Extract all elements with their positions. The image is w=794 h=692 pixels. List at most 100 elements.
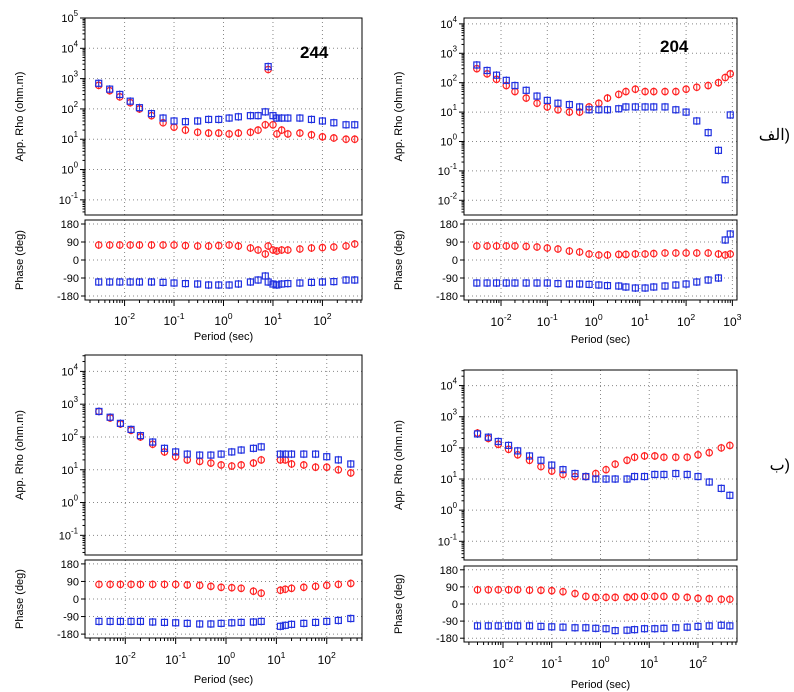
- rho-point-red: [299, 461, 308, 469]
- rho-y-tick-label: 10-1: [438, 532, 458, 548]
- phase-point-blue: [300, 619, 308, 627]
- phase-point-red: [614, 250, 623, 259]
- phase-point-red: [318, 243, 327, 252]
- rho-point-blue: [726, 491, 734, 499]
- phase-point-red: [350, 240, 359, 248]
- phase-point-red: [127, 580, 135, 589]
- phase-point-blue: [473, 622, 482, 630]
- rho-y-tick-label: 102: [440, 439, 457, 455]
- x-tick-label: 100: [591, 654, 609, 671]
- phase-point-blue: [116, 617, 125, 626]
- rho-point-blue: [525, 452, 534, 460]
- rho-point-blue: [307, 115, 316, 124]
- phase-point-blue: [714, 274, 723, 282]
- rho-y-tick-label: 101: [61, 461, 78, 477]
- rho-y-tick-label: 10-2: [438, 191, 457, 207]
- rho-point-red: [661, 87, 669, 96]
- rho-point-red: [726, 441, 734, 450]
- rho-point-blue: [300, 450, 308, 458]
- phase-point-red: [249, 587, 258, 596]
- phase-point-blue: [311, 618, 320, 627]
- phase-point-blue: [181, 280, 190, 288]
- phase-point-red: [207, 582, 215, 591]
- phase-y-tick-label: -180: [436, 291, 458, 303]
- rho-point-blue: [582, 472, 590, 481]
- phase-point-blue: [342, 276, 350, 284]
- station-label: 204: [660, 37, 689, 56]
- phase-point-red: [116, 580, 125, 589]
- phase-point-blue: [106, 617, 114, 626]
- rho-y-axis-label: App. Rho (ohm.m): [14, 410, 26, 500]
- rho-point-red: [721, 73, 730, 82]
- rho-point-blue: [225, 114, 233, 122]
- phase-point-blue: [264, 278, 272, 286]
- mt-panel-4: 10-2 10-1 100 101 102 10-1 100 101 102 103 104 180 9…: [393, 369, 738, 691]
- rho-point-blue: [502, 76, 510, 84]
- phase-point-red: [511, 242, 519, 250]
- phase-point-blue: [473, 279, 481, 287]
- phase-y-tick-label: -90: [63, 612, 79, 624]
- rho-point-blue: [623, 475, 631, 483]
- rho-point-blue: [603, 106, 612, 114]
- phase-point-red: [227, 583, 236, 592]
- rho-point-blue: [95, 407, 103, 416]
- phase-point-blue: [347, 614, 355, 623]
- phase-point-blue: [672, 281, 680, 289]
- rho-point-blue: [194, 117, 202, 125]
- rho-point-red: [603, 94, 612, 102]
- rho-point-blue: [246, 112, 255, 120]
- rho-point-blue: [257, 443, 265, 451]
- rho-point-blue: [615, 105, 623, 113]
- rho-point-blue: [261, 108, 269, 116]
- phase-point-blue: [650, 283, 658, 291]
- side-label-top: الف): [759, 127, 790, 144]
- phase-point-red: [322, 581, 331, 590]
- phase-point-blue: [537, 622, 545, 631]
- rho-point-blue: [287, 450, 296, 458]
- phase-point-red: [334, 580, 343, 589]
- x-axis-label: Period (sec): [571, 334, 630, 346]
- rho-y-axis-label: App. Rho (ohm.m): [393, 420, 405, 510]
- x-tick-label: 103: [723, 312, 741, 329]
- phase-point-red: [649, 249, 658, 258]
- rho-y-tick-label: 102: [61, 428, 78, 444]
- phase-point-blue: [296, 279, 304, 287]
- phase-y-tick-label: 180: [61, 559, 79, 571]
- phase-point-blue: [172, 619, 180, 627]
- phase-point-red: [602, 593, 610, 602]
- phase-point-blue: [234, 280, 242, 288]
- x-tick-label: 10-1: [537, 312, 558, 329]
- phase-point-blue: [249, 618, 258, 626]
- rho-point-red: [565, 108, 574, 116]
- phase-point-blue: [257, 617, 265, 626]
- rho-point-blue: [351, 121, 359, 129]
- rho-y-axis-label: App. Rho (ohm.m): [393, 72, 405, 162]
- rho-point-blue: [228, 448, 236, 456]
- phase-point-red: [171, 580, 180, 589]
- rho-point-blue: [473, 430, 482, 438]
- phase-point-red: [307, 244, 316, 252]
- phase-point-blue: [693, 278, 701, 286]
- rho-point-blue: [504, 441, 513, 450]
- phase-point-red: [214, 241, 223, 250]
- phase-point-red: [630, 592, 639, 601]
- phase-y-axis-label: Phase (deg): [14, 230, 26, 290]
- phase-point-red: [105, 241, 114, 249]
- rho-point-red: [237, 461, 245, 469]
- rho-point-red: [207, 459, 215, 467]
- phase-point-blue: [483, 279, 491, 287]
- phase-y-tick-label: 180: [61, 219, 79, 231]
- rho-point-red: [204, 129, 213, 137]
- x-tick-label: 10-2: [115, 650, 136, 667]
- x-tick-label: 101: [631, 312, 649, 329]
- phase-point-blue: [660, 624, 668, 632]
- rho-y-tick-label: 103: [440, 408, 457, 424]
- rho-point-blue: [602, 475, 610, 483]
- phase-point-red: [705, 594, 714, 603]
- phase-point-red: [522, 242, 530, 251]
- phase-point-red: [565, 247, 574, 255]
- phase-point-blue: [494, 622, 502, 630]
- phase-point-blue: [330, 278, 338, 286]
- x-tick-label: 100: [214, 311, 232, 328]
- rho-y-tick-label: 104: [61, 362, 78, 378]
